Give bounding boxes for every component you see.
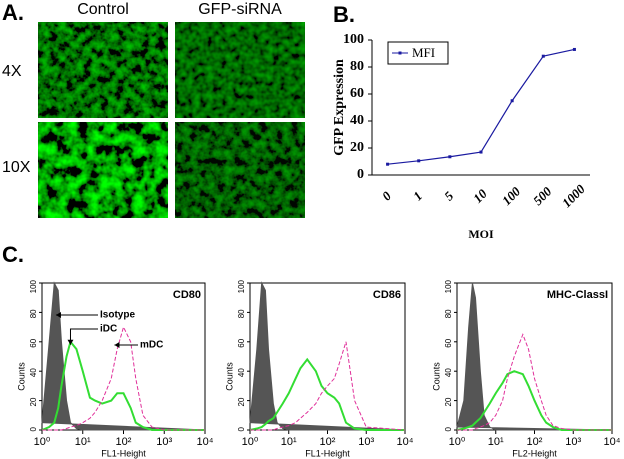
chart-title: CD80 <box>173 289 201 301</box>
histogram-line <box>41 339 205 431</box>
y-tick-label: 100 <box>444 279 453 293</box>
panel-label: C. <box>2 242 24 267</box>
x-tick-label: 100 <box>499 183 524 208</box>
y-axis-title: Counts <box>224 362 234 391</box>
micrograph-texture <box>38 22 168 118</box>
chart-title: CD86 <box>373 289 401 301</box>
x-tick-label: 0 <box>379 188 395 204</box>
y-axis-title: Counts <box>431 362 441 391</box>
series-label: Isotype <box>100 310 135 321</box>
row-label: 10X <box>2 159 31 176</box>
y-tick-label: 40 <box>29 368 38 377</box>
column-label: GFP-siRNA <box>198 1 282 18</box>
point <box>572 47 576 51</box>
x-tick-label: 10³ <box>565 436 581 448</box>
y-tick-label: 0 <box>29 426 38 431</box>
y-tick-label: 80 <box>444 309 453 318</box>
x-tick-label: 10 <box>470 186 490 206</box>
row-label: 4X <box>2 63 22 80</box>
x-tick-label: 10⁰ <box>242 436 259 448</box>
y-tick-label: 60 <box>444 338 453 347</box>
y-tick-label: 0 <box>357 167 364 182</box>
x-tick-label: 10⁰ <box>449 436 466 448</box>
histogram-area <box>456 282 613 431</box>
x-tick-label: 1 <box>410 188 425 203</box>
y-tick-label: 100 <box>29 279 38 293</box>
x-tick-label: 10¹ <box>75 436 91 448</box>
point <box>510 99 514 103</box>
legend-label: MFI <box>412 45 435 60</box>
y-tick-label: 80 <box>350 59 364 74</box>
y-tick-label: 100 <box>237 279 246 293</box>
histogram-line <box>456 370 612 431</box>
point <box>448 155 452 159</box>
y-axis-title: GFP Expression <box>332 59 347 156</box>
y-tick-label: 40 <box>237 368 246 377</box>
micrograph-texture <box>175 122 305 218</box>
arrowhead <box>55 312 61 318</box>
x-tick-label: 10² <box>320 436 336 448</box>
micrograph-texture <box>38 122 168 218</box>
series-line <box>387 48 575 165</box>
y-tick-label: 40 <box>444 368 453 377</box>
x-axis-title: FL1-Height <box>305 448 350 458</box>
y-tick-label: 60 <box>350 86 364 101</box>
chart-title: MHC-ClassI <box>547 289 608 301</box>
y-tick-label: 20 <box>444 397 453 406</box>
y-tick-label: 20 <box>350 140 364 155</box>
x-axis-title: MOI <box>468 227 494 241</box>
x-tick-label: 10⁴ <box>197 436 214 448</box>
x-axis-title: FL1-Height <box>101 448 146 458</box>
y-tick-label: 20 <box>29 397 38 406</box>
point <box>541 54 545 58</box>
x-tick-label: 10¹ <box>281 436 297 448</box>
series-label: mDC <box>140 340 163 351</box>
panel-label: A. <box>2 0 24 25</box>
y-tick-label: 100 <box>343 32 364 47</box>
point <box>479 150 483 154</box>
x-tick-label: 10³ <box>358 436 374 448</box>
y-axis-title: Counts <box>16 362 26 391</box>
arrowhead <box>67 339 74 345</box>
pointer <box>69 328 98 345</box>
arrowhead <box>114 342 120 348</box>
series-label: iDC <box>100 324 117 335</box>
histogram-line <box>249 357 405 431</box>
y-tick-label: 0 <box>237 426 246 431</box>
micrograph-texture <box>175 22 305 118</box>
legend-box <box>387 41 449 65</box>
y-tick-label: 80 <box>237 309 246 318</box>
x-tick-label: 10² <box>116 436 132 448</box>
panel-label: B. <box>333 2 355 27</box>
y-tick-label: 20 <box>237 397 246 406</box>
histogram-area <box>249 281 406 431</box>
x-tick-label: 10¹ <box>488 436 504 448</box>
y-tick-label: 0 <box>444 426 453 431</box>
x-tick-label: 500 <box>530 183 555 208</box>
y-tick-label: 60 <box>29 338 38 347</box>
x-tick-label: 10⁰ <box>34 436 51 448</box>
point <box>386 162 390 166</box>
legend-marker <box>398 51 402 55</box>
y-tick-label: 80 <box>29 309 38 318</box>
x-tick-label: 10⁴ <box>604 436 621 448</box>
x-tick-label: 10² <box>527 436 543 448</box>
x-tick-label: 5 <box>441 188 457 204</box>
x-tick-label: 10³ <box>156 436 172 448</box>
y-tick-label: 40 <box>350 113 364 128</box>
column-label: Control <box>77 1 129 18</box>
y-tick-label: 60 <box>237 338 246 347</box>
x-axis-title: FL2-Height <box>512 448 557 458</box>
x-tick-label: 10⁴ <box>397 436 414 448</box>
x-tick-label: 1000 <box>559 181 588 210</box>
point <box>417 159 421 163</box>
